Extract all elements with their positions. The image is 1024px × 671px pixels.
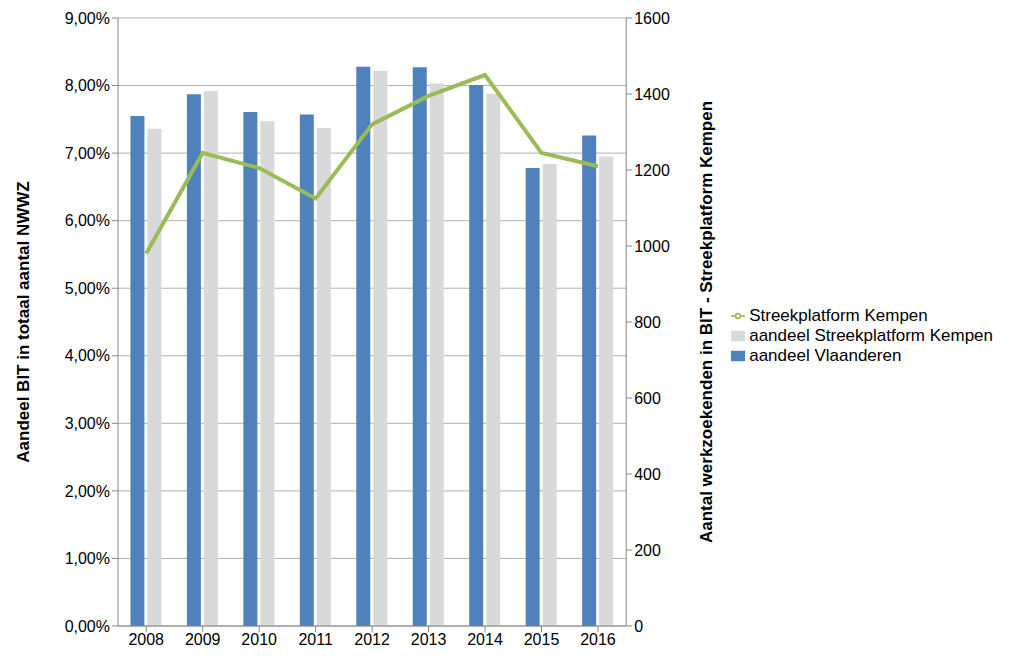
html-text:aandeel Vlaanderen: aandeel Vlaanderen [749, 345, 902, 365]
svg-text:4,00%: 4,00% [65, 347, 110, 364]
svg-text:2012: 2012 [354, 631, 390, 648]
svg-text:0: 0 [634, 618, 643, 635]
svg-text:3,00%: 3,00% [65, 415, 110, 432]
svg-text:Aantal werkzoekenden in BIT -: Aantal werkzoekenden in BIT - Streekplat… [697, 101, 716, 543]
svg-text:2014: 2014 [467, 631, 503, 648]
svg-text:400: 400 [634, 466, 661, 483]
svg-text:2015: 2015 [524, 631, 560, 648]
svg-text:2008: 2008 [128, 631, 164, 648]
svg-text:2013: 2013 [411, 631, 447, 648]
svg-text:1400: 1400 [634, 86, 670, 103]
svg-text:2010: 2010 [241, 631, 277, 648]
svg-text:1600: 1600 [634, 10, 670, 27]
svg-text:1,00%: 1,00% [65, 550, 110, 567]
svg-text:9,00%: 9,00% [65, 10, 110, 27]
svg-text:2,00%: 2,00% [65, 483, 110, 500]
svg-text:Aandeel BIT in totaal aantal N: Aandeel BIT in totaal aantal NWWZ [14, 181, 33, 462]
svg-text:2016: 2016 [580, 631, 616, 648]
svg-text:6,00%: 6,00% [65, 212, 110, 229]
html-text:aandeel Streekplatform Kempen: aandeel Streekplatform Kempen [749, 325, 993, 345]
svg-text:200: 200 [634, 542, 661, 559]
svg-text:2009: 2009 [185, 631, 221, 648]
svg-text:8,00%: 8,00% [65, 77, 110, 94]
svg-text:5,00%: 5,00% [65, 280, 110, 297]
svg-text:600: 600 [634, 390, 661, 407]
html-text:Streekplatform Kempen: Streekplatform Kempen [749, 305, 928, 325]
svg-text:1200: 1200 [634, 162, 670, 179]
svg-text:800: 800 [634, 314, 661, 331]
svg-text:0,00%: 0,00% [65, 618, 110, 635]
svg-text:1000: 1000 [634, 238, 670, 255]
svg-text:2011: 2011 [298, 631, 333, 648]
svg-text:7,00%: 7,00% [65, 145, 110, 162]
